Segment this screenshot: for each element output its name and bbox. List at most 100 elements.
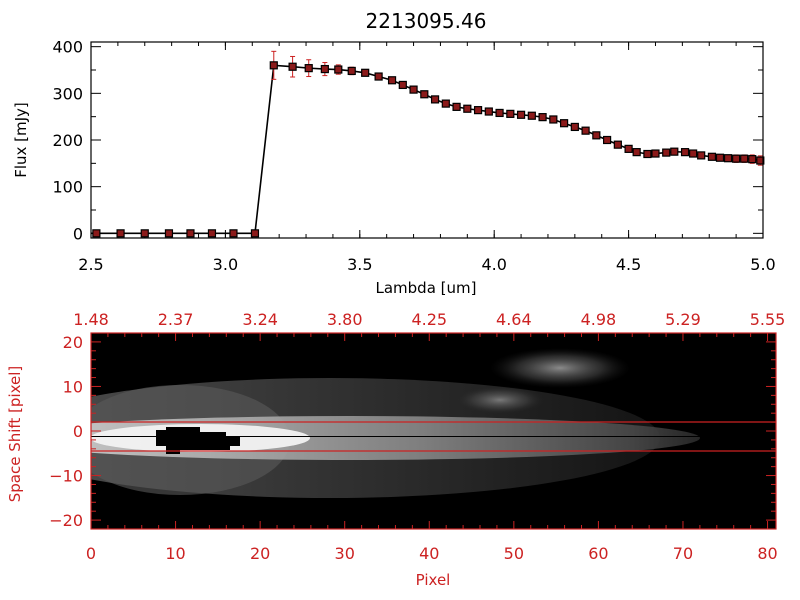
data-point <box>680 148 690 157</box>
x-tick-label: 50 <box>504 544 524 563</box>
y-tick-label: 300 <box>52 84 83 103</box>
data-point <box>484 107 493 116</box>
top-tick-label: 4.25 <box>411 310 447 329</box>
data-point <box>559 119 569 128</box>
data-point <box>732 154 741 163</box>
top-tick-label: 4.64 <box>496 310 532 329</box>
top-tick-label: 2.37 <box>158 310 194 329</box>
data-point <box>632 148 641 157</box>
data-point <box>186 229 195 238</box>
top-tick-label: 4.98 <box>581 310 617 329</box>
top-tick-label: 5.29 <box>665 310 701 329</box>
x-tick-label: 3.5 <box>347 255 372 274</box>
x-tick-label: 60 <box>588 544 608 563</box>
data-point <box>452 102 461 111</box>
image-x-axis-label: Pixel <box>416 571 451 589</box>
data-point <box>495 108 504 118</box>
x-tick-label: 5.0 <box>750 255 775 274</box>
data-point <box>581 126 590 135</box>
data-point <box>361 68 370 77</box>
wavelength-top-ticks: 1.48 2.37 3.24 3.80 4.25 4.64 4.98 5.29 5.55 <box>73 310 785 341</box>
data-point <box>304 64 313 73</box>
data-point <box>723 154 733 163</box>
spectrum-series <box>91 50 765 238</box>
data-point <box>740 154 749 163</box>
data-point <box>715 153 725 162</box>
data-point <box>651 149 660 158</box>
data-point <box>409 85 418 94</box>
x-tick-label: 4.0 <box>481 255 506 274</box>
data-point <box>670 147 679 156</box>
data-point <box>506 109 515 118</box>
data-point <box>320 64 329 74</box>
saturated-core <box>156 427 240 454</box>
x-tick-label: 3.0 <box>213 255 238 274</box>
data-point <box>527 111 536 120</box>
x-tick-label: 30 <box>335 544 355 563</box>
spectrum-y-axis-label: Flux [mJy] <box>12 102 30 178</box>
chart-title: 2213095.46 <box>366 9 487 33</box>
data-point <box>441 99 450 108</box>
data-point <box>473 106 483 115</box>
data-point <box>643 149 652 159</box>
data-point <box>570 122 579 132</box>
data-point <box>140 229 149 238</box>
top-tick-label: 3.80 <box>327 310 363 329</box>
data-point <box>549 115 558 124</box>
data-point <box>707 152 717 161</box>
y-tick-label: 200 <box>52 131 83 150</box>
spectral-image <box>91 333 776 529</box>
x-tick-label: 4.5 <box>616 255 641 274</box>
x-tick-label: 40 <box>419 544 439 563</box>
data-point <box>592 131 601 140</box>
y-tick-label: 0 <box>73 422 83 441</box>
spectrum-x-ticks: 2.5 3.0 3.5 4.0 4.5 5.0 <box>78 42 776 274</box>
data-point <box>387 76 397 85</box>
x-tick-label: 0 <box>86 544 96 563</box>
y-tick-label: 100 <box>52 178 83 197</box>
data-point <box>250 229 260 238</box>
data-point <box>613 140 622 149</box>
spectrum-x-axis-label: Lambda [um] <box>376 279 477 297</box>
top-tick-label: 5.55 <box>750 310 786 329</box>
spectrum-plot-frame <box>90 41 764 239</box>
data-point <box>463 104 472 113</box>
data-point <box>697 151 706 160</box>
y-tick-label: 20 <box>63 333 83 352</box>
data-point <box>92 229 101 238</box>
x-tick-label: 70 <box>673 544 693 563</box>
data-point <box>229 229 238 238</box>
spectrum-y-ticks: 0 100 200 300 400 <box>52 38 763 243</box>
y-tick-label: 400 <box>52 38 83 57</box>
image-y-axis-label: Space Shift [pixel] <box>6 366 24 503</box>
x-tick-label: 20 <box>250 544 270 563</box>
data-point <box>347 66 356 76</box>
data-point <box>430 95 440 104</box>
data-point <box>269 61 278 70</box>
data-point <box>420 90 429 99</box>
image-panel: 1.48 2.37 3.24 3.80 4.25 4.64 4.98 5.29 5.55 0 10… <box>6 310 785 589</box>
y-tick-label: 0 <box>73 224 83 243</box>
data-point <box>538 113 547 122</box>
data-point <box>374 72 383 81</box>
data-point <box>689 149 698 158</box>
data-point <box>334 65 343 74</box>
pixel-x-ticks: 0 10 20 30 40 50 60 70 80 <box>86 521 778 563</box>
data-point <box>602 135 612 145</box>
data-point <box>624 144 633 153</box>
data-point <box>662 148 671 157</box>
x-tick-label: 2.5 <box>78 255 103 274</box>
data-point <box>748 155 757 164</box>
data-point <box>398 80 407 90</box>
data-point <box>207 229 217 238</box>
top-tick-label: 1.48 <box>73 310 109 329</box>
space-shift-y-ticks: −20 −10 0 10 20 <box>49 333 776 530</box>
data-point <box>756 156 765 165</box>
y-tick-label: −20 <box>49 511 83 530</box>
data-point <box>288 62 297 71</box>
y-tick-label: 10 <box>63 377 83 396</box>
y-tick-label: −10 <box>49 467 83 486</box>
top-tick-label: 3.24 <box>242 310 278 329</box>
x-tick-label: 80 <box>757 544 777 563</box>
